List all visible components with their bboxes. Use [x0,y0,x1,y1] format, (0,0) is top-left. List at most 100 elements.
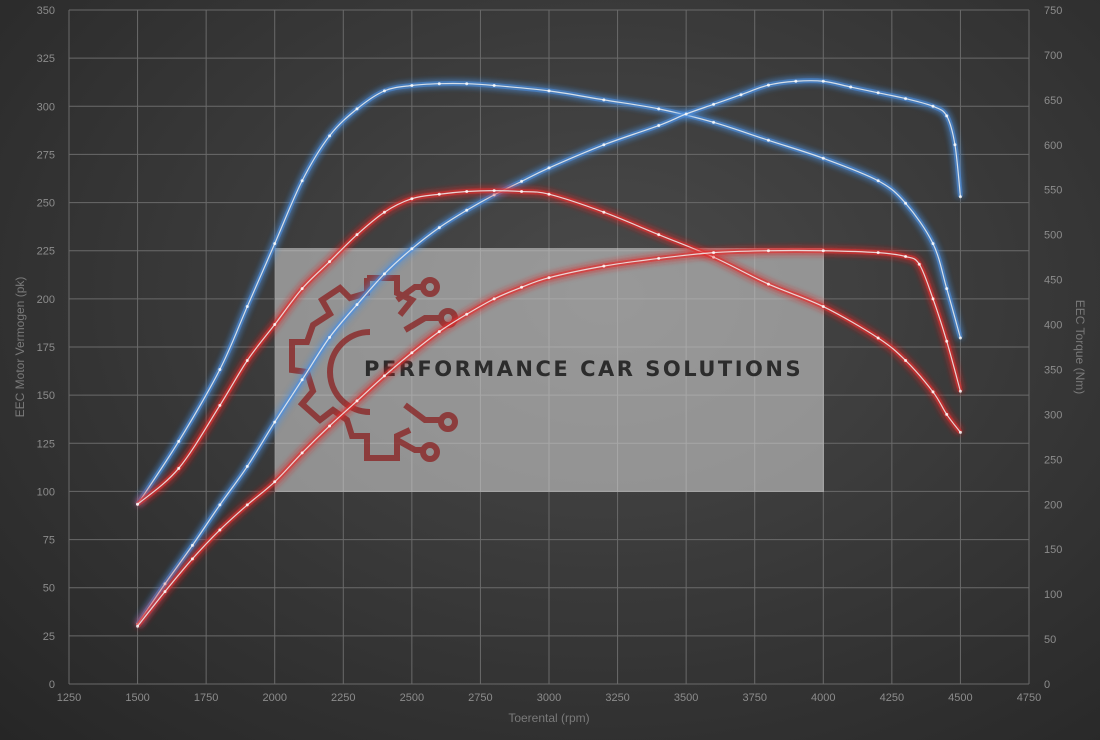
series-point [931,104,935,108]
series-point [410,83,414,87]
series-point [328,134,332,138]
brand-text: PERFORMANCE CAR SOLUTIONS [364,357,803,381]
left-tick-label: 275 [37,149,55,161]
series-point [245,358,249,362]
series-point [876,179,880,183]
series-point [382,374,386,378]
series-point [136,624,140,628]
series-point [465,82,469,86]
series-point [821,156,825,160]
right-tick-label: 750 [1044,5,1062,17]
series-point [190,557,194,561]
series-point [821,79,825,83]
series-point [958,195,962,199]
left-tick-label: 0 [49,679,55,691]
right-tick-label: 400 [1044,320,1062,332]
series-point [794,79,798,83]
series-point [300,287,304,291]
series-point [492,193,496,197]
series-point [766,83,770,87]
right-tick-label: 300 [1044,409,1062,421]
right-tick-label: 150 [1044,544,1062,556]
x-tick-label: 3000 [537,692,561,704]
series-point [712,251,716,255]
series-point [437,330,441,334]
x-axis-ticks: 1250 1500 1750 2000 2250 2500 2750 3000 3250 3500… [57,692,1041,704]
right-tick-label: 600 [1044,140,1062,152]
right-tick-label: 100 [1044,589,1062,601]
series-point [917,262,921,266]
series-point [547,192,551,196]
series-point [437,192,441,196]
left-tick-label: 75 [43,535,55,547]
series-point [300,179,304,183]
series-point [410,247,414,251]
series-point [492,189,496,193]
series-point [904,254,908,258]
series-point [547,276,551,280]
series-point [218,503,222,507]
series-point [465,190,469,194]
series-point [657,124,661,128]
x-tick-label: 4000 [811,692,835,704]
right-axis-label: EEC Torque (Nm) [1073,300,1087,394]
series-point [437,226,441,230]
left-tick-label: 100 [37,486,55,498]
x-tick-label: 3750 [742,692,766,704]
gear-circuit-logo-icon [289,275,458,462]
right-tick-label: 650 [1044,95,1062,107]
series-point [945,339,949,343]
left-tick-label: 175 [37,342,55,354]
series-point [355,107,359,111]
series-point [547,89,551,93]
left-tick-label: 250 [37,198,55,210]
series-point [382,89,386,93]
left-tick-label: 350 [37,5,55,17]
series-point [328,424,332,428]
series-point [437,82,441,86]
series-point [163,590,167,594]
left-axis-label: EEC Motor Vermogen (pk) [13,277,27,418]
x-tick-label: 4750 [1017,692,1041,704]
series-point [273,323,277,327]
series-point [931,297,935,301]
series-point [904,358,908,362]
series-point [657,107,661,111]
x-tick-label: 1250 [57,692,81,704]
series-point [602,98,606,102]
series-point [602,210,606,214]
series-point [520,190,524,194]
x-tick-label: 1500 [125,692,149,704]
series-point [904,201,908,205]
series-point [177,439,181,443]
series-point [177,466,181,470]
series-point [766,138,770,142]
series-point [821,305,825,309]
series-point [520,285,524,289]
series-point [300,378,304,382]
series-point [273,420,277,424]
series-point [849,85,853,89]
left-tick-label: 50 [43,583,55,595]
left-tick-label: 325 [37,53,55,65]
series-point [931,390,935,394]
series-point [382,210,386,214]
series-point [904,97,908,101]
series-point [273,480,277,484]
right-tick-label: 250 [1044,454,1062,466]
series-point [382,272,386,276]
x-tick-label: 3500 [674,692,698,704]
right-tick-label: 200 [1044,499,1062,511]
right-axis-ticks: 0 50 100 150 200 250 300 350 400 450 500 550 600 650 7… [1044,5,1062,691]
right-tick-label: 500 [1044,230,1062,242]
series-point [163,582,167,586]
series-point [492,297,496,301]
series-point [190,543,194,547]
right-tick-label: 450 [1044,275,1062,287]
series-point [657,256,661,260]
x-tick-label: 2750 [468,692,492,704]
series-point [821,249,825,253]
right-tick-label: 700 [1044,50,1062,62]
series-point [465,312,469,316]
